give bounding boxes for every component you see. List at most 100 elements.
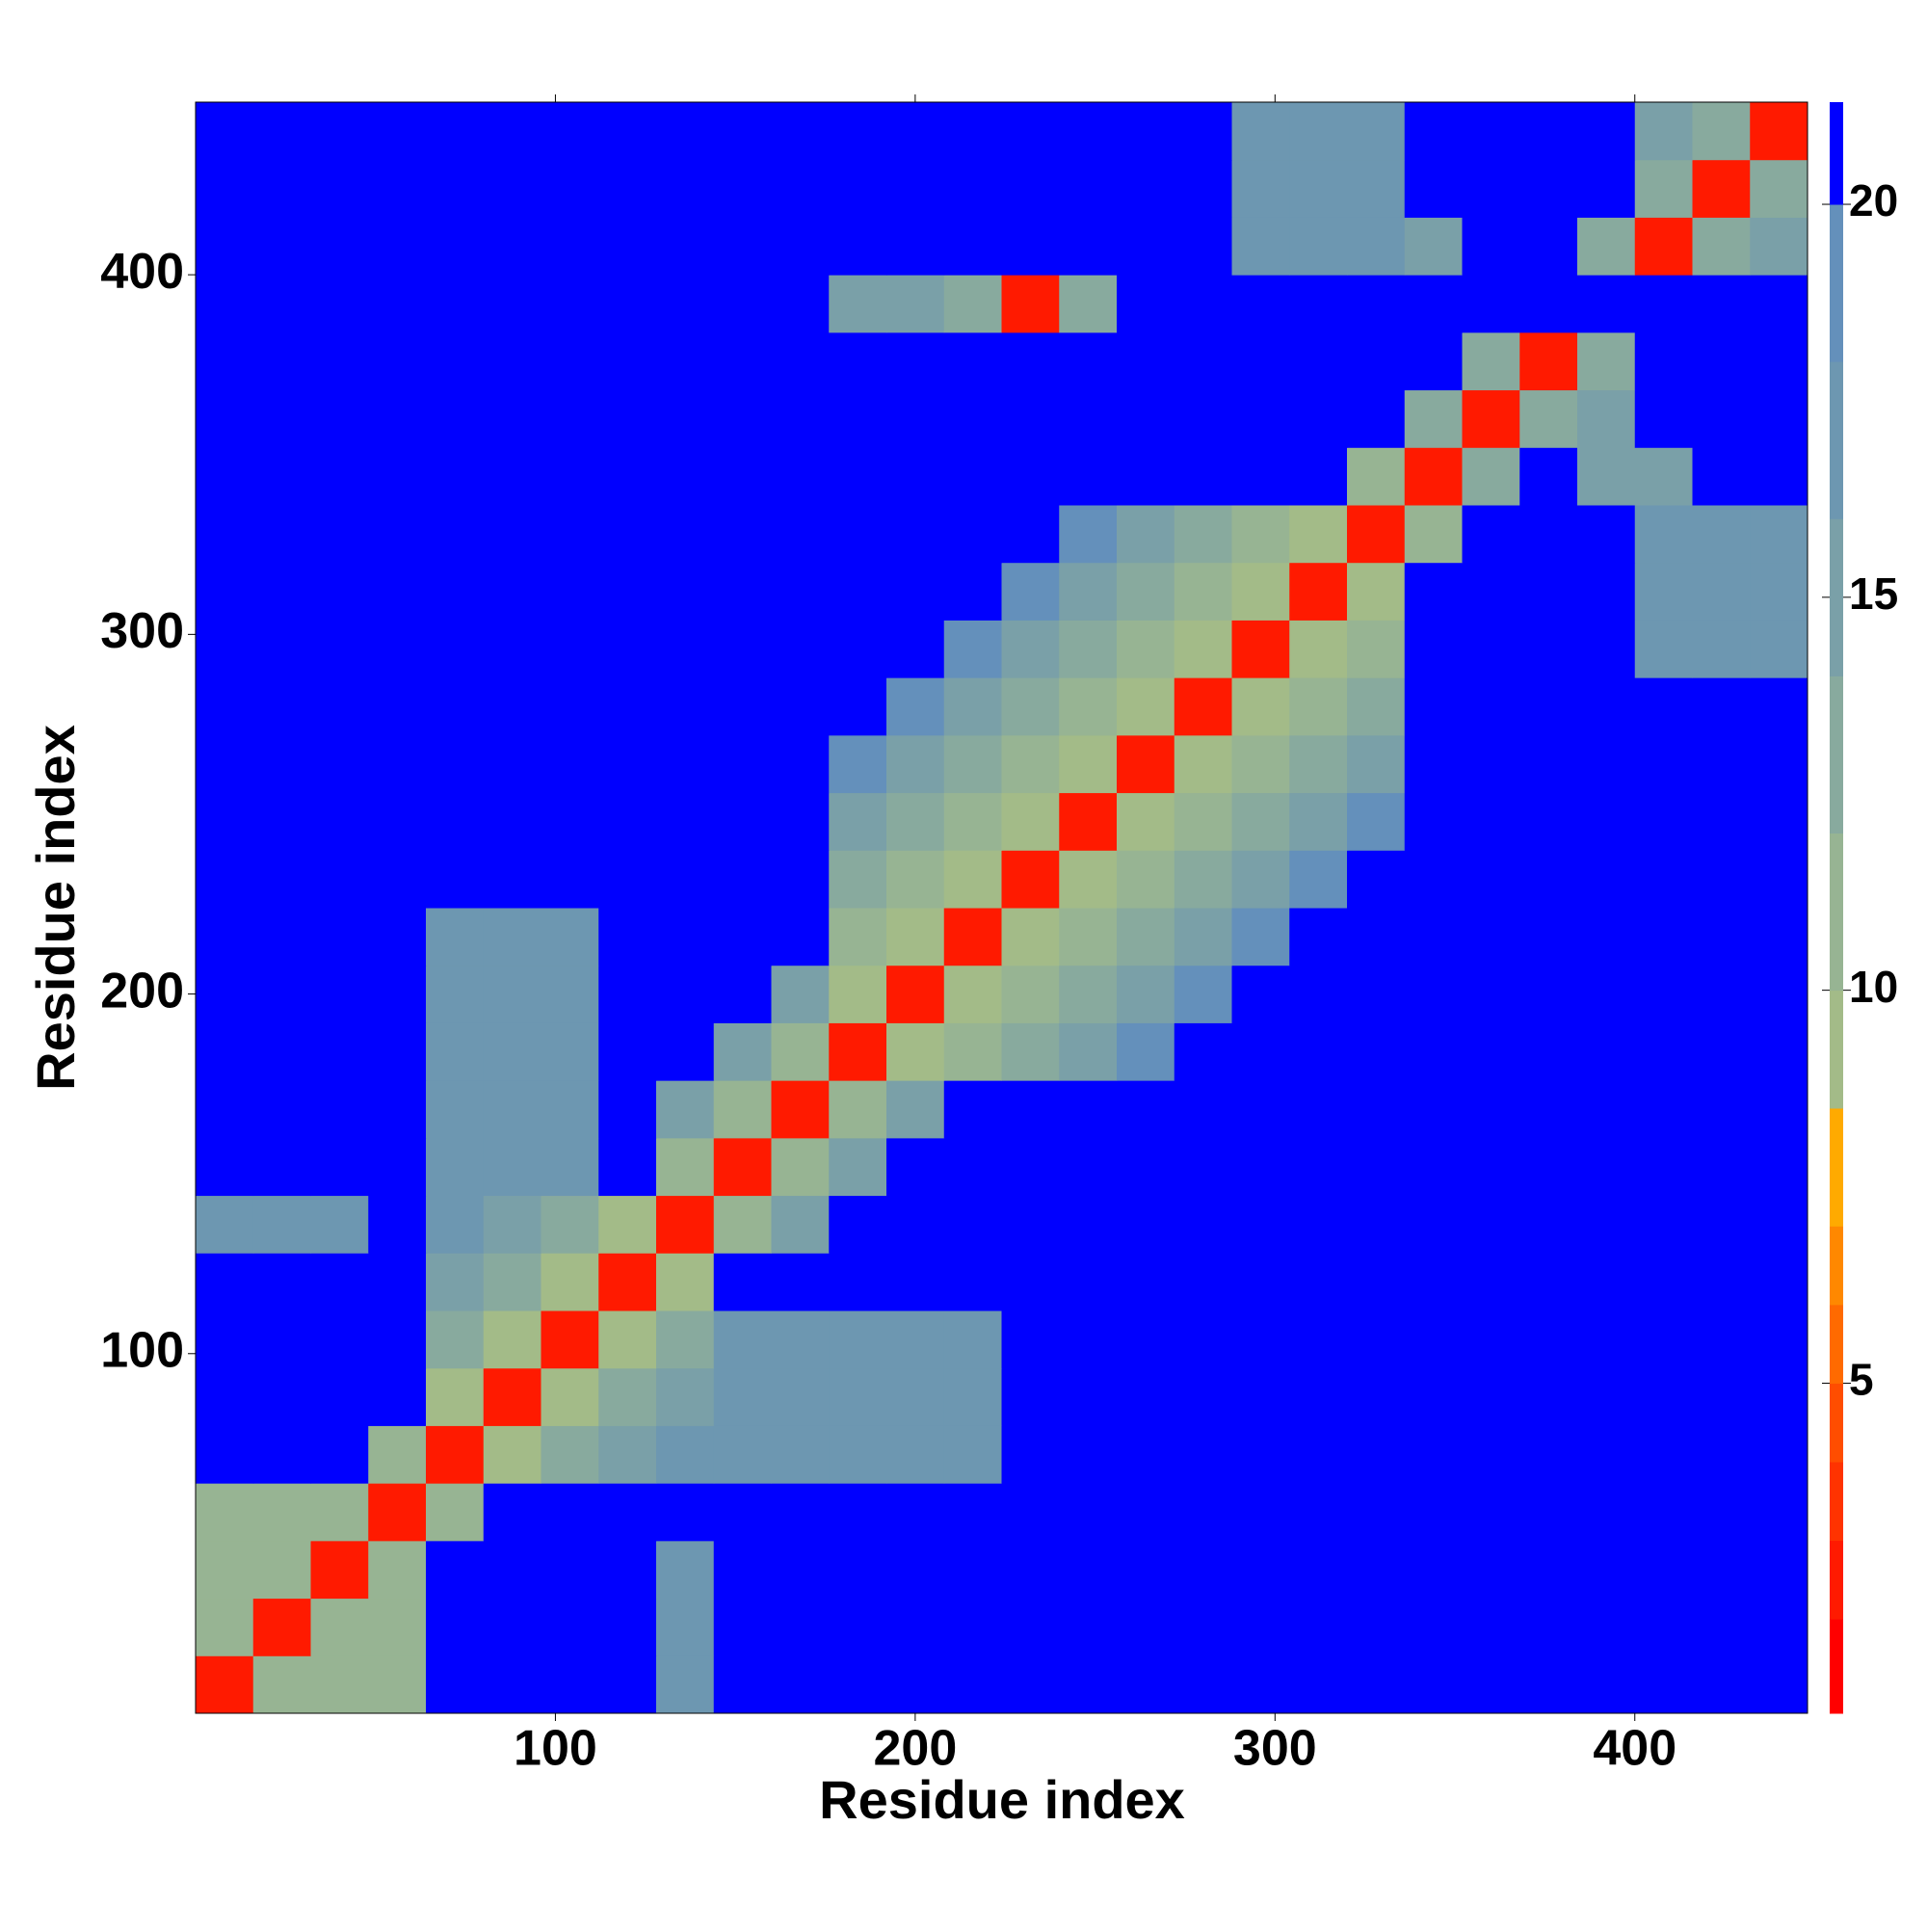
heatmap-cell <box>1577 1253 1636 1311</box>
heatmap-cell <box>1059 677 1118 736</box>
heatmap-cell <box>1289 1137 1348 1197</box>
heatmap-cell <box>1519 159 1578 218</box>
heatmap-cell <box>656 1137 715 1197</box>
heatmap-cell <box>196 1080 254 1139</box>
heatmap-cell <box>1462 908 1520 966</box>
heatmap-cell <box>1117 217 1175 276</box>
heatmap-cell <box>310 1425 369 1484</box>
heatmap-cell <box>541 792 599 851</box>
heatmap-cell <box>483 850 541 909</box>
heatmap-cell <box>1577 1425 1636 1484</box>
heatmap-cell <box>1117 562 1175 621</box>
heatmap-cell <box>310 1137 369 1197</box>
heatmap-cell <box>310 850 369 909</box>
heatmap-cell <box>1001 1195 1060 1254</box>
heatmap-cell <box>598 908 657 966</box>
heatmap-cell <box>1174 217 1232 276</box>
heatmap-cell <box>483 1598 541 1656</box>
heatmap-cell <box>886 908 945 966</box>
heatmap-cell <box>829 331 887 391</box>
heatmap-cell <box>1174 1137 1232 1197</box>
heatmap-cell <box>1289 159 1348 218</box>
heatmap-cell <box>1059 1195 1118 1254</box>
heatmap-cell <box>1001 447 1060 506</box>
heatmap-cell <box>1231 1137 1290 1197</box>
heatmap-cell <box>483 1195 541 1254</box>
heatmap-cell <box>1577 102 1636 161</box>
heatmap-cell <box>713 965 772 1023</box>
heatmap-cell <box>598 1022 657 1081</box>
heatmap-cell <box>368 217 427 276</box>
heatmap-cell <box>886 1137 945 1197</box>
heatmap-cell <box>368 850 427 909</box>
heatmap-cell <box>1634 734 1693 794</box>
heatmap-cell <box>1059 1483 1118 1542</box>
heatmap-cell <box>1289 1310 1348 1369</box>
heatmap-cell <box>310 217 369 276</box>
heatmap-cell <box>483 677 541 736</box>
heatmap-cell <box>1347 331 1406 391</box>
heatmap-cell <box>771 850 830 909</box>
heatmap-cell <box>1404 562 1463 621</box>
heatmap-cell <box>310 389 369 448</box>
heatmap-cell <box>829 908 887 966</box>
heatmap-cell <box>196 1483 254 1542</box>
heatmap-cell <box>1117 1655 1175 1714</box>
heatmap-cell <box>1692 1310 1751 1369</box>
heatmap-cell <box>1577 1080 1636 1139</box>
heatmap-cell <box>771 1483 830 1542</box>
heatmap-cell <box>541 1483 599 1542</box>
heatmap-cell <box>1519 1310 1578 1369</box>
colorbar-band <box>1830 833 1843 992</box>
heatmap-cell <box>656 1022 715 1081</box>
heatmap-cell <box>1462 792 1520 851</box>
heatmap-cell <box>1750 1080 1808 1139</box>
heatmap-cell <box>1117 505 1175 564</box>
heatmap-cell <box>541 331 599 391</box>
heatmap-cell <box>1577 505 1636 564</box>
heatmap-cell <box>1692 1367 1751 1426</box>
heatmap-cell <box>1059 1310 1118 1369</box>
heatmap-cell <box>943 1022 1002 1081</box>
heatmap-cell <box>1231 1483 1290 1542</box>
heatmap-cell <box>829 217 887 276</box>
heatmap-cell <box>1001 159 1060 218</box>
heatmap-cell <box>771 1022 830 1081</box>
heatmap-cell <box>1001 1425 1060 1484</box>
heatmap-cell <box>771 1540 830 1600</box>
x-tick-label: 300 <box>1233 1721 1317 1777</box>
heatmap-cell <box>1289 1655 1348 1714</box>
heatmap-cell <box>1750 275 1808 333</box>
heatmap-cell <box>196 908 254 966</box>
heatmap-cell <box>1231 1367 1290 1426</box>
heatmap-cell <box>1577 1195 1636 1254</box>
heatmap-cell <box>771 677 830 736</box>
heatmap-cell <box>368 1425 427 1484</box>
heatmap-cell <box>1462 1022 1520 1081</box>
heatmap-cell <box>1001 275 1060 333</box>
heatmap-cell <box>252 102 311 161</box>
heatmap-cell <box>1692 1598 1751 1656</box>
heatmap-cell <box>1634 620 1693 678</box>
heatmap-cell <box>1289 1483 1348 1542</box>
heatmap-cell <box>771 1137 830 1197</box>
heatmap-cell <box>310 1253 369 1311</box>
heatmap-cell <box>1462 1137 1520 1197</box>
heatmap-cell <box>1750 792 1808 851</box>
heatmap-cell <box>541 1022 599 1081</box>
heatmap-cell <box>1059 1655 1118 1714</box>
heatmap-cell <box>1750 1310 1808 1369</box>
heatmap-cell <box>1404 1598 1463 1656</box>
heatmap-cell <box>1634 159 1693 218</box>
colorbar-band <box>1830 1383 1843 1463</box>
colorbar-tick-label: 20 <box>1849 175 1898 225</box>
heatmap-cell <box>1692 102 1751 161</box>
heatmap-cell <box>1231 677 1290 736</box>
heatmap-cell <box>1577 389 1636 448</box>
heatmap-cell <box>426 1253 485 1311</box>
heatmap-cell <box>368 1137 427 1197</box>
heatmap-cell <box>1174 1310 1232 1369</box>
heatmap-cell <box>829 1540 887 1600</box>
heatmap-cell <box>1001 1367 1060 1426</box>
heatmap-cell <box>1519 505 1578 564</box>
